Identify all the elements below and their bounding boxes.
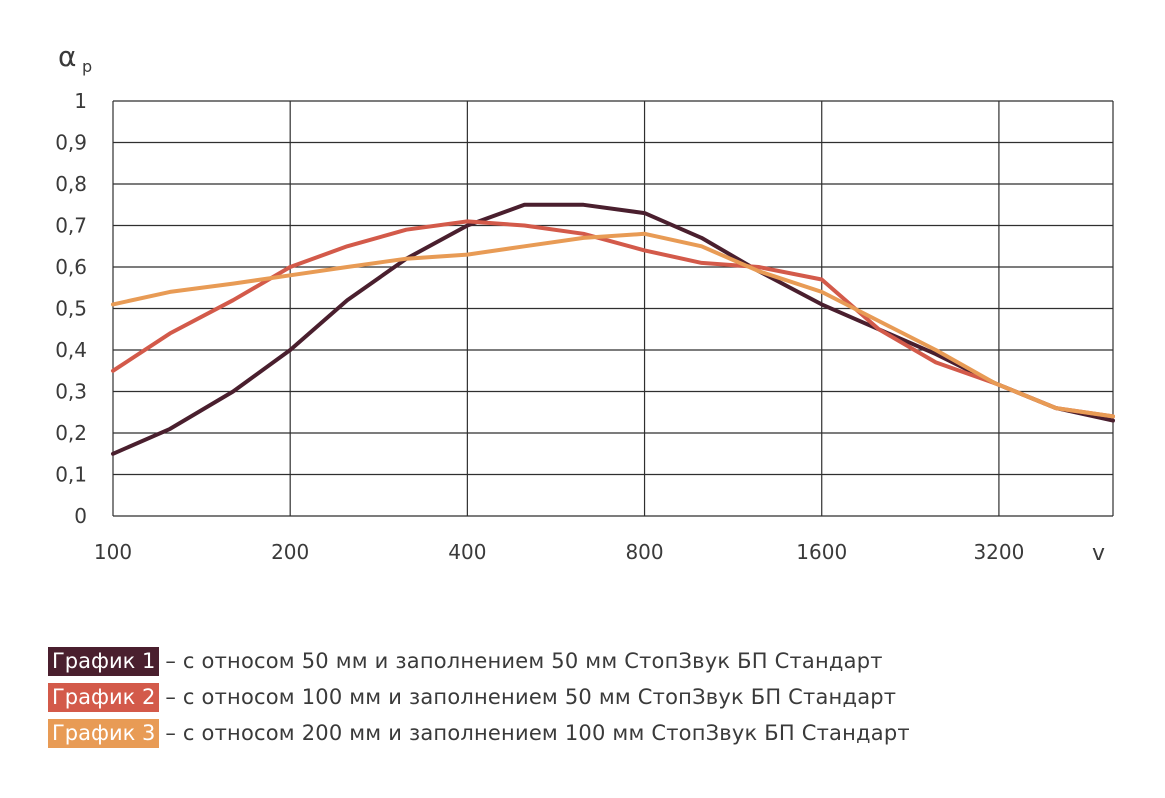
y-tick-label: 0,6 xyxy=(55,255,87,279)
x-tick-label: 1600 xyxy=(796,540,847,564)
series-line-2 xyxy=(111,219,1115,419)
x-tick-label: 200 xyxy=(271,540,309,564)
chart-grid xyxy=(112,100,1114,517)
legend-text-3: – с относом 200 мм и заполнением 100 мм … xyxy=(165,721,910,745)
legend-badge-2: График 2 xyxy=(48,682,160,712)
x-tick-label: 400 xyxy=(448,540,486,564)
y-tick-label: 0,8 xyxy=(55,172,87,196)
y-tick-label: 0,1 xyxy=(55,463,87,487)
y-tick-label: 0,3 xyxy=(55,380,87,404)
legend-item-1: График 1 – с относом 50 мм и заполнением… xyxy=(48,643,910,679)
legend-item-2: График 2 – с относом 100 мм и заполнение… xyxy=(48,679,910,715)
legend: График 1 – с относом 50 мм и заполнением… xyxy=(48,643,910,751)
y-tick-label: 0,7 xyxy=(55,214,87,238)
y-tick-label: 0,5 xyxy=(55,297,87,321)
series-line-3 xyxy=(111,231,1115,419)
y-tick-label: 0,2 xyxy=(55,421,87,445)
y-tick-label: 1 xyxy=(74,89,87,113)
x-tick-label: 100 xyxy=(94,540,132,564)
y-axis-label-subscript: p xyxy=(82,57,92,76)
legend-badge-3: График 3 xyxy=(48,718,160,748)
chart-ticks: 0 0,1 0,2 0,3 0,4 0,5 0,6 0,7 0,8 0,9 1 100 200 400 80… xyxy=(55,89,1024,564)
absorption-chart: 0 0,1 0,2 0,3 0,4 0,5 0,6 0,7 0,8 0,9 1 100 200 400 80… xyxy=(55,40,1115,566)
legend-text-1: – с относом 50 мм и заполнением 50 мм Ст… xyxy=(165,649,883,673)
y-tick-label: 0,9 xyxy=(55,131,87,155)
legend-text-2: – с относом 100 мм и заполнением 50 мм С… xyxy=(165,685,897,709)
y-tick-label: 0 xyxy=(74,504,87,528)
series-line-1 xyxy=(111,202,1115,456)
y-axis-label: α xyxy=(58,40,76,73)
chart-series xyxy=(111,202,1115,456)
y-tick-label: 0,4 xyxy=(55,338,87,362)
legend-badge-1: График 1 xyxy=(48,646,160,676)
x-axis-label: v xyxy=(1092,541,1105,566)
x-tick-label: 3200 xyxy=(973,540,1024,564)
x-tick-label: 800 xyxy=(625,540,663,564)
legend-item-3: График 3 – с относом 200 мм и заполнение… xyxy=(48,715,910,751)
